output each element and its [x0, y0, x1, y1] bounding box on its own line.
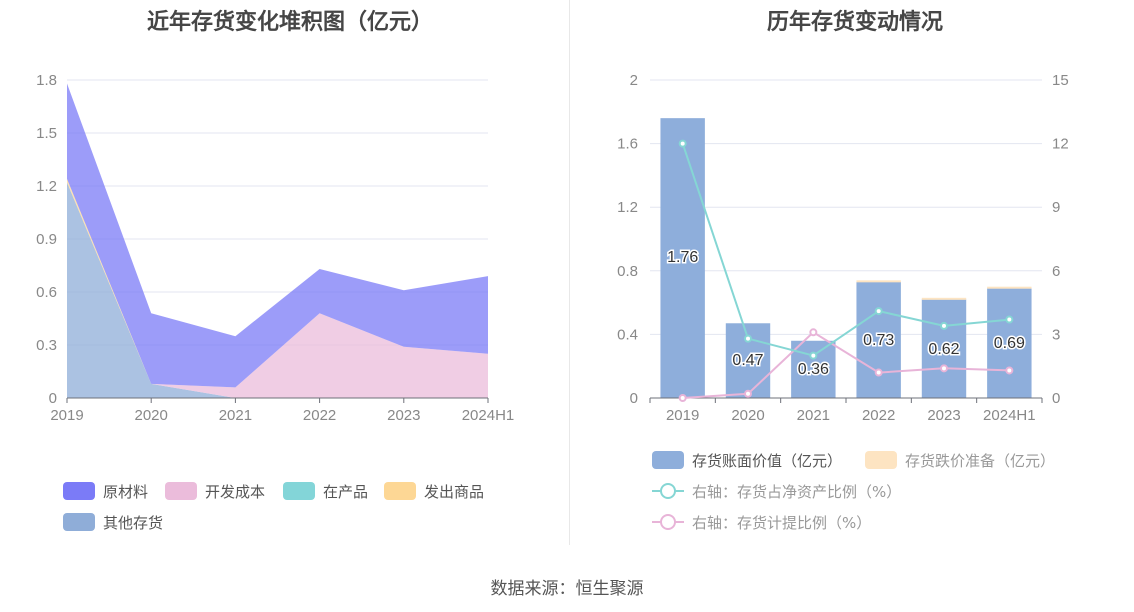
- bar-provision: [856, 280, 901, 283]
- left-chart-title: 近年存货变化堆积图（亿元）: [146, 10, 433, 35]
- line-point: [678, 139, 687, 148]
- bar-data-label: 0.62: [928, 341, 959, 358]
- line-point: [744, 389, 752, 398]
- y-tick-label: 0.9: [36, 231, 57, 248]
- bar-book-value: [791, 340, 836, 398]
- legend-label: 右轴：存货计提比例（%）: [692, 513, 872, 532]
- legend-label: 原材料: [103, 482, 149, 501]
- legend-label: 发出商品: [424, 482, 485, 501]
- line-右轴：存货计提比例（%）: [682, 331, 1010, 399]
- area-原材料: [67, 83, 488, 388]
- bar-data-label: 0.73: [863, 332, 894, 349]
- legend-item[interactable]: 其他存货: [63, 512, 163, 532]
- bar-data-label: 0.36: [798, 361, 829, 378]
- line-point: [744, 334, 752, 343]
- x-tick-label: 2023: [927, 407, 960, 424]
- line-point: [940, 321, 948, 330]
- data-source-note: 数据来源：恒生聚源: [490, 579, 644, 599]
- bar-data-label: 0.69: [994, 335, 1025, 352]
- legend-swatch: [652, 481, 684, 501]
- y-tick-label: 0.3: [36, 337, 57, 354]
- legend-swatch: [63, 513, 95, 531]
- bar-book-value: [660, 118, 705, 398]
- y-tick-label: 1.5: [36, 125, 57, 142]
- legend-swatch: [283, 482, 315, 500]
- bar-line-chart: 0 0.4 0.8 1.2 1.6 2 0 3 6 9 12 15 2019 2020 2021 2022 20…: [617, 72, 1069, 424]
- y2-tick-label: 12: [1052, 136, 1069, 153]
- line-point: [940, 364, 948, 373]
- legend-swatch: [865, 451, 897, 469]
- legend-item[interactable]: 右轴：存货占净资产比例（%）: [652, 481, 901, 501]
- legend-swatch: [165, 482, 197, 500]
- bar-provision: [987, 286, 1032, 289]
- right-chart-title: 历年存货变动情况: [766, 10, 943, 35]
- line-point: [809, 328, 818, 337]
- legend-label: 其他存货: [103, 513, 164, 532]
- legend-label: 右轴：存货占净资产比例（%）: [692, 482, 902, 501]
- bar-provision: [921, 297, 967, 300]
- legend-label: 存货跌价准备（亿元）: [905, 451, 1056, 470]
- x-tick-label: 2024H1: [462, 407, 515, 424]
- legend-swatch: [652, 512, 684, 532]
- bar-book-value: [856, 281, 901, 398]
- legend-item[interactable]: 发出商品: [384, 481, 484, 501]
- legend-swatch: [63, 482, 95, 500]
- panel-divider: [569, 0, 570, 545]
- line-point: [874, 307, 883, 316]
- y2-tick-label: 9: [1052, 199, 1060, 216]
- line-point: [1005, 366, 1014, 375]
- legend-item[interactable]: 在产品: [283, 481, 368, 501]
- line-point: [874, 368, 883, 377]
- legend-swatch: [384, 482, 416, 500]
- area-开发成本: [67, 178, 488, 398]
- legend-item[interactable]: 存货账面价值（亿元）: [652, 450, 842, 470]
- line-point: [678, 394, 687, 402]
- y-tick-label: 0: [49, 390, 57, 407]
- y-tick-label: 0.6: [36, 284, 57, 301]
- bar-data-label: 1.76: [667, 249, 698, 266]
- y-tick-label: 0.4: [617, 326, 638, 343]
- legend-item[interactable]: 原材料: [63, 481, 148, 501]
- line-右轴：存货占净资产比例（%）: [681, 143, 1010, 357]
- line-point: [809, 351, 818, 360]
- x-tick-label: 2022: [303, 407, 336, 424]
- x-tick-label: 2019: [50, 407, 83, 424]
- y-tick-label: 1.6: [617, 136, 638, 153]
- bar-book-value: [921, 299, 967, 398]
- stacked-area-chart: 0 0.3 0.6 0.9 1.2 1.5 1.8 2019 2020 2021 2022 2023 2…: [36, 72, 515, 424]
- x-tick-label: 2019: [666, 407, 699, 424]
- y-tick-label: 1.2: [36, 178, 57, 195]
- area-其他存货: [67, 182, 488, 398]
- legend-item[interactable]: 开发成本: [165, 481, 265, 501]
- legend-item[interactable]: 存货跌价准备（亿元）: [865, 450, 1055, 470]
- y2-tick-label: 15: [1052, 72, 1069, 89]
- y-tick-label: 2: [630, 72, 638, 89]
- bar-data-label: 0.47: [732, 352, 763, 369]
- y-tick-label: 1.2: [617, 199, 638, 216]
- legend-label: 存货账面价值（亿元）: [692, 451, 843, 470]
- y-tick-label: 1.8: [36, 72, 57, 89]
- y2-tick-label: 0: [1052, 390, 1060, 407]
- line-point: [1005, 315, 1014, 324]
- y-tick-label: 0.8: [617, 263, 638, 280]
- y2-tick-label: 3: [1052, 326, 1060, 343]
- x-tick-label: 2021: [219, 407, 252, 424]
- legend-label: 在产品: [323, 482, 369, 501]
- legend-item[interactable]: 右轴：存货计提比例（%）: [652, 512, 871, 532]
- legend-label: 开发成本: [205, 482, 266, 501]
- x-tick-label: 2022: [862, 407, 895, 424]
- x-tick-label: 2020: [731, 407, 764, 424]
- x-tick-label: 2023: [387, 407, 420, 424]
- y2-tick-label: 6: [1052, 263, 1060, 280]
- bar-book-value: [987, 288, 1032, 398]
- x-tick-label: 2021: [797, 407, 830, 424]
- x-tick-label: 2024H1: [983, 407, 1036, 424]
- legend-swatch: [652, 451, 684, 469]
- x-tick-label: 2020: [135, 407, 168, 424]
- y-tick-label: 0: [630, 390, 638, 407]
